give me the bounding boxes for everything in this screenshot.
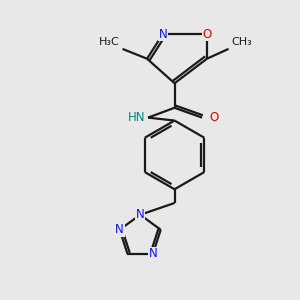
Text: N: N	[115, 223, 124, 236]
Text: CH₃: CH₃	[232, 37, 252, 47]
Text: O: O	[202, 28, 212, 41]
Text: HN: HN	[128, 111, 145, 124]
Text: N: N	[148, 247, 157, 260]
Text: O: O	[210, 111, 219, 124]
Text: H₃C: H₃C	[99, 37, 120, 47]
Text: N: N	[136, 208, 145, 221]
Text: N: N	[158, 28, 167, 41]
